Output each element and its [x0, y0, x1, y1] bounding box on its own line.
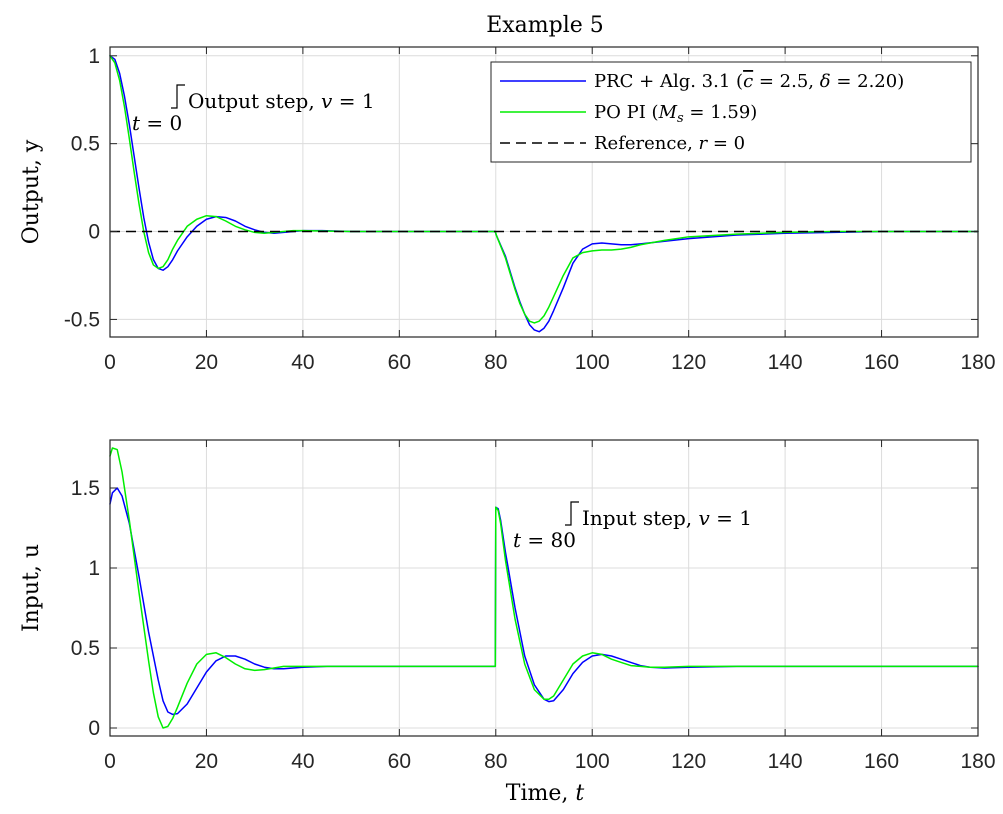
output-step-time: t = 0 — [132, 111, 182, 135]
output-step-annotation: Output step, v = 1 t = 0 — [132, 84, 375, 135]
input-step-time: t = 80 — [513, 528, 576, 552]
output-axes-frame — [109, 46, 979, 338]
output-step-label: Output step, v = 1 — [188, 89, 375, 113]
legend-label-reference: Reference, r = 0 — [594, 133, 745, 154]
legend: PRC + Alg. 3.1 (c = 2.5, δ = 2.20) PO PI… — [490, 61, 972, 163]
input-step-annotation: Input step, v = 1 t = 80 — [513, 501, 752, 552]
input-xtick-label: 100 — [575, 750, 610, 773]
output-xtick-label: 60 — [388, 351, 411, 374]
output-xtick-label: 100 — [575, 351, 610, 374]
legend-label-prc: PRC + Alg. 3.1 (c = 2.5, δ = 2.20) — [594, 71, 904, 92]
input-ytick-label: 0.5 — [71, 637, 100, 660]
output-ytick-label: -0.5 — [64, 308, 100, 331]
input-series — [109, 447, 979, 729]
chart-title: Example 5 — [486, 13, 604, 38]
input-ytick-label: 1.5 — [71, 477, 100, 500]
output-xtick-label: 80 — [484, 351, 507, 374]
output-xtick-label: 180 — [960, 351, 995, 374]
input-ytick-label: 1 — [88, 557, 100, 580]
output-ytick-label: 0 — [88, 221, 100, 244]
output-xtick-label: 140 — [768, 351, 803, 374]
output-xtick-label: 20 — [195, 351, 218, 374]
input-grid — [109, 440, 979, 736]
output-series — [109, 55, 979, 333]
output-xtick-label: 160 — [864, 351, 899, 374]
input-ylabel: Input, u — [19, 544, 44, 632]
legend-label-popi: PO PI (Ms = 1.59) — [594, 102, 757, 126]
output-step-marker — [171, 84, 185, 109]
input-xtick-label: 160 — [864, 750, 899, 773]
output-xtick-label: 120 — [671, 351, 706, 374]
input-xtick-label: 180 — [960, 750, 995, 773]
input-ticks: 0 20 40 60 80 100 120 140 160 180 1.5 1 0.5 0 — [71, 440, 996, 773]
input-axes-frame — [109, 439, 979, 737]
input-step-label: Input step, v = 1 — [582, 506, 752, 530]
input-xtick-label: 40 — [291, 750, 314, 773]
input-series-line — [109, 447, 979, 729]
input-xtick-label: 120 — [671, 750, 706, 773]
input-ytick-label: 0 — [88, 717, 100, 740]
input-xtick-label: 0 — [104, 750, 116, 773]
input-series-line — [109, 487, 979, 716]
output-ylabel: Output, y — [19, 139, 44, 244]
output-xtick-label: 0 — [104, 351, 116, 374]
output-ytick-label: 0.5 — [71, 133, 100, 156]
input-plot: 0 20 40 60 80 100 120 140 160 180 1.5 1 0.5 0 Input, … — [19, 439, 996, 806]
input-xlabel: Time, t — [506, 781, 585, 806]
input-step-marker — [565, 501, 579, 526]
input-xtick-label: 20 — [195, 750, 218, 773]
input-xtick-label: 60 — [388, 750, 411, 773]
output-ytick-label: 1 — [88, 45, 100, 68]
input-xtick-label: 80 — [484, 750, 507, 773]
input-xtick-label: 140 — [768, 750, 803, 773]
output-xtick-label: 40 — [291, 351, 314, 374]
